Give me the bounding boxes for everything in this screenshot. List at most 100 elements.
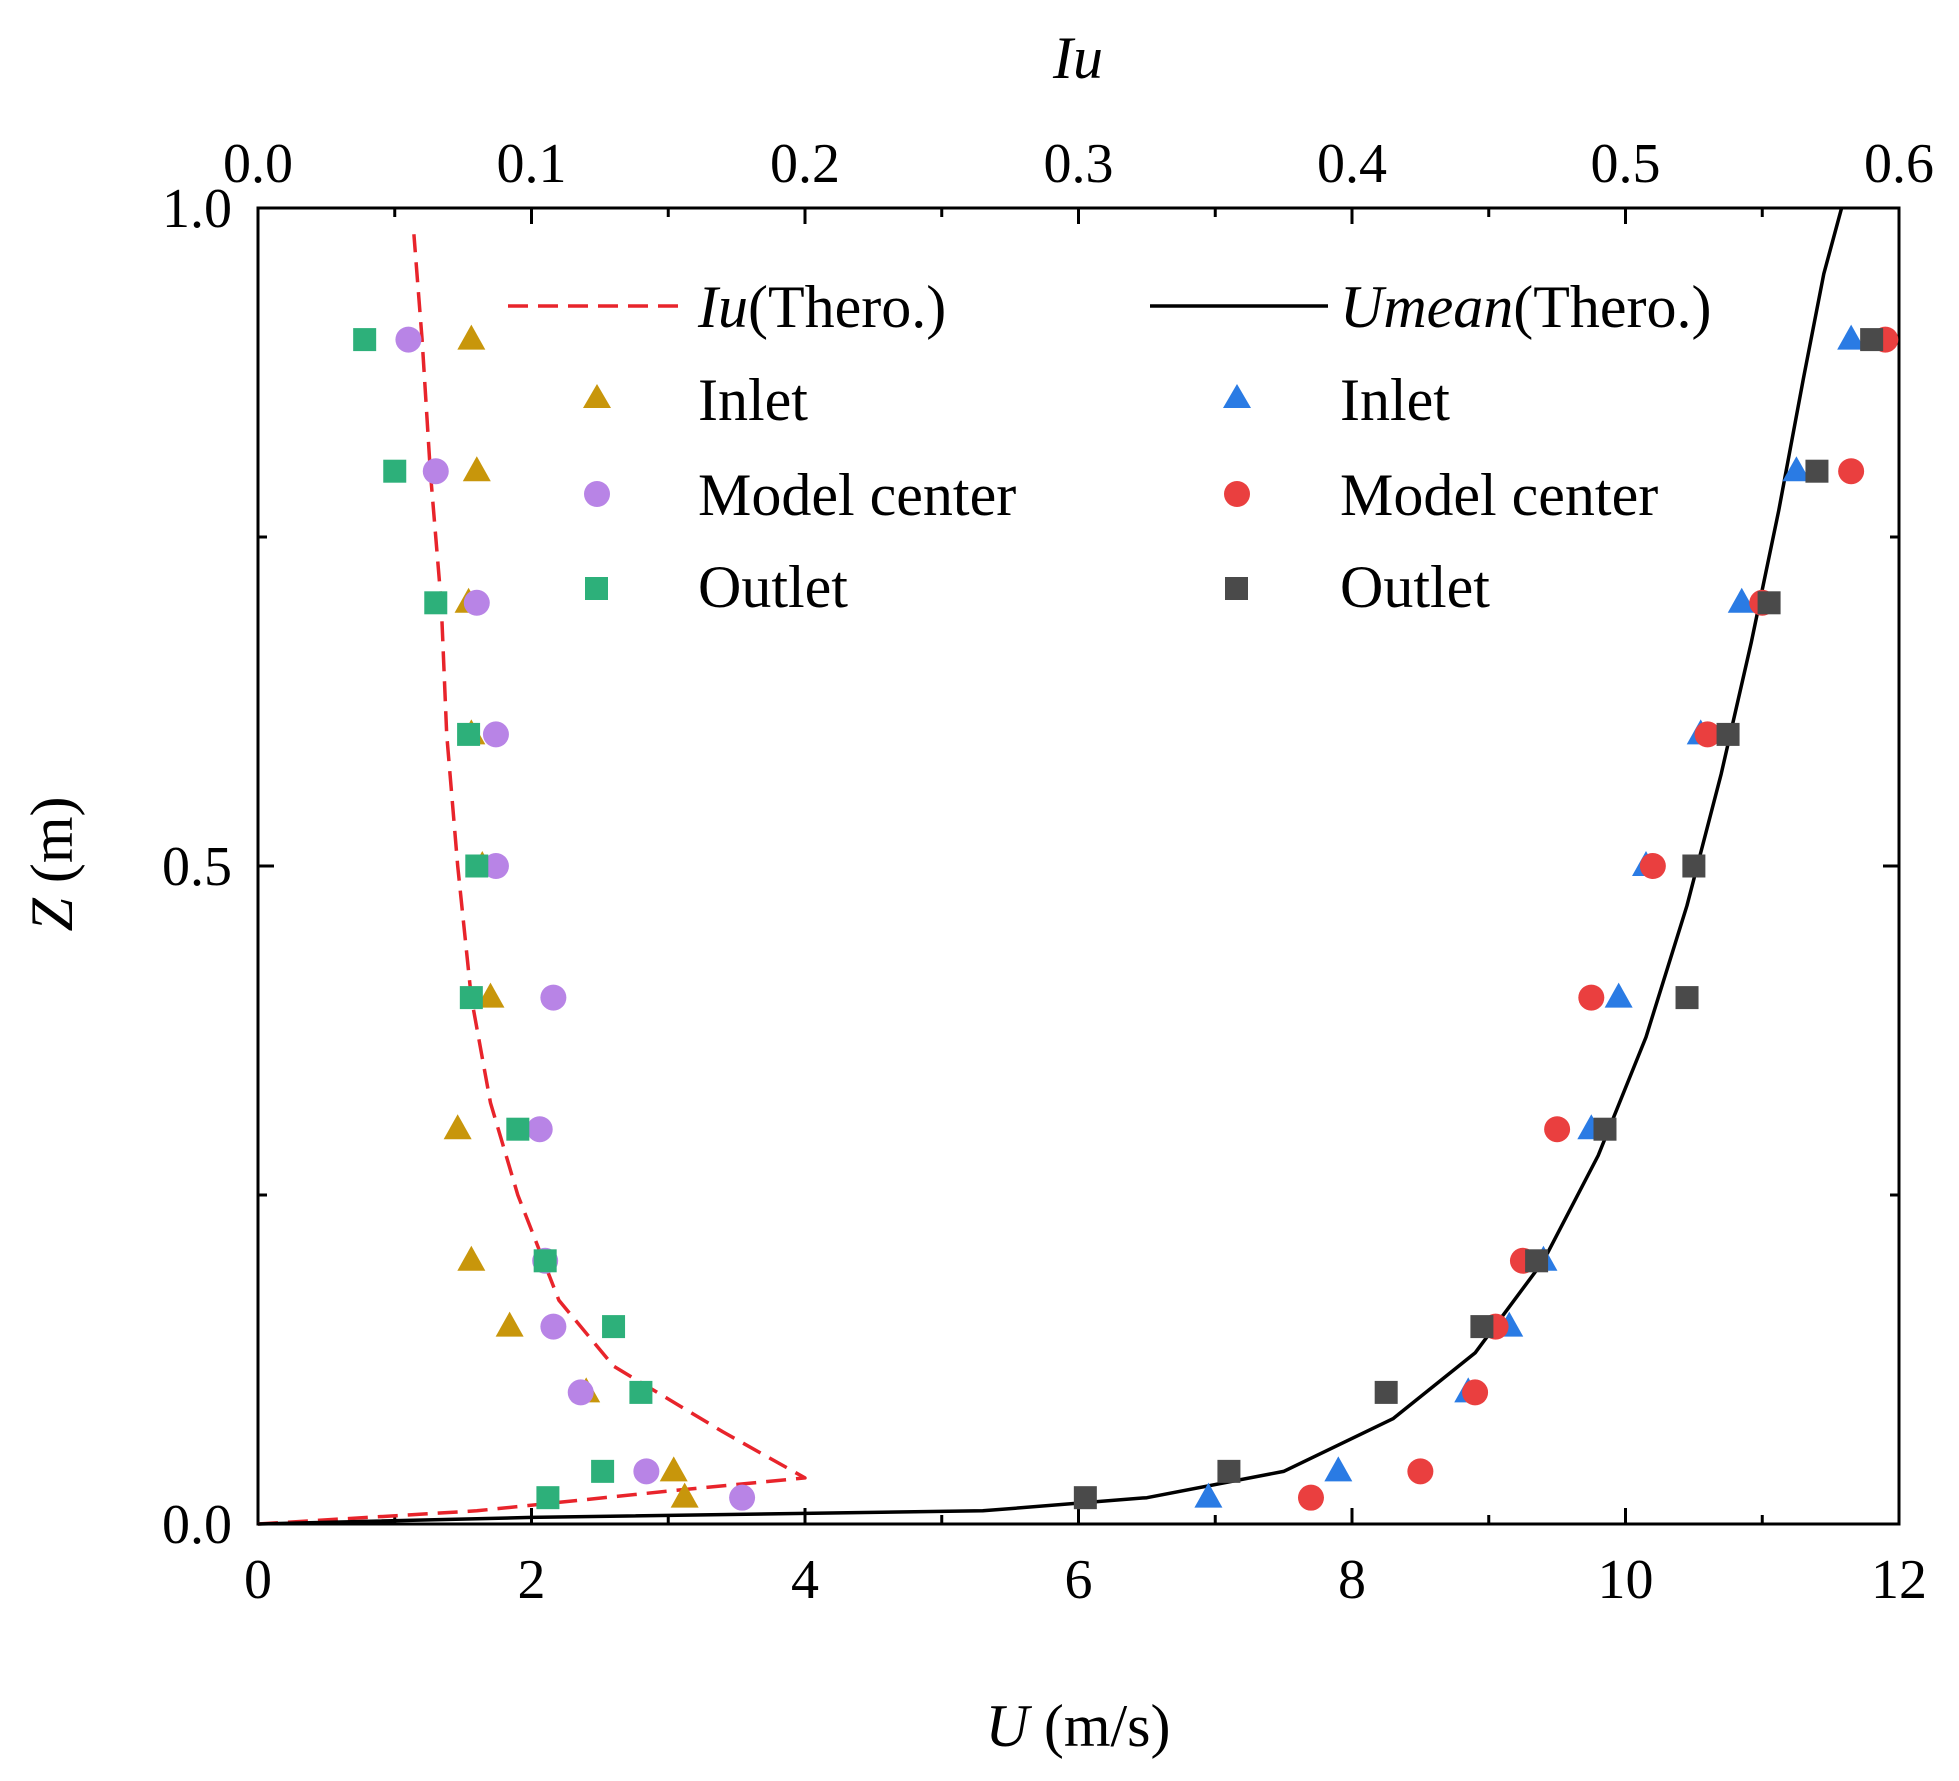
- data-point-inlet-iu: [476, 982, 505, 1008]
- data-point-outlet-u: [1073, 1486, 1097, 1510]
- data-point-model-center-iu: [540, 1313, 567, 1340]
- data-point-inlet-u: [1194, 1482, 1223, 1508]
- top-axis-title-var: Iu: [1052, 25, 1103, 91]
- data-point-outlet-u: [1217, 1459, 1241, 1483]
- legend-iu-theory-suffix: (Thero.): [748, 274, 946, 340]
- legend-inlet-u-label: Inlet: [1340, 367, 1450, 433]
- data-point-model-center-iu: [422, 458, 449, 485]
- top-axis-tick-label: 0.2: [770, 133, 840, 195]
- data-point-model-center-u: [1694, 721, 1721, 748]
- legend-model-center-iu-label: Model center: [698, 462, 1016, 528]
- data-point-model-center-u: [1297, 1484, 1324, 1511]
- data-point-model-center-u: [1407, 1458, 1434, 1485]
- legend-umean-theory-label: Umean(Thero.): [1340, 274, 1712, 340]
- y-axis-tick-label: 0.0: [162, 1494, 232, 1556]
- data-point-outlet-u: [1682, 854, 1706, 878]
- data-point-outlet-u: [1374, 1380, 1398, 1404]
- data-point-inlet-iu: [457, 1245, 486, 1271]
- bottom-axis-title: U (m/s): [986, 1693, 1171, 1759]
- data-point-inlet-iu: [495, 1311, 524, 1337]
- bottom-axis-tick-label: 4: [791, 1549, 819, 1611]
- legend-inlet-u-marker: [1223, 384, 1251, 408]
- top-axis-tick-label: 0.0: [223, 133, 293, 195]
- data-point-inlet-u: [1727, 587, 1756, 613]
- data-point-inlet-iu: [457, 324, 486, 350]
- data-point-model-center-u: [1462, 1379, 1489, 1406]
- top-axis-tick-label: 0.4: [1317, 133, 1387, 195]
- legend-outlet-iu-marker: [585, 577, 608, 600]
- top-axis-tick-label: 0.5: [1591, 133, 1661, 195]
- data-point-inlet-u: [1604, 982, 1633, 1008]
- data-point-outlet-u: [1716, 722, 1740, 746]
- data-point-outlet-u: [1525, 1249, 1549, 1273]
- data-point-model-center-iu: [567, 1379, 594, 1406]
- legend-model-center-iu-marker: [584, 481, 610, 507]
- data-point-model-center-u: [1838, 458, 1865, 485]
- legend-outlet-iu-label: Outlet: [698, 554, 848, 620]
- data-point-outlet-iu: [465, 854, 489, 878]
- legend-umean-theory-suffix: (Thero.): [1513, 274, 1711, 340]
- legend-iu-theory-var: Iu: [697, 274, 748, 340]
- data-point-inlet-iu: [670, 1482, 699, 1508]
- data-point-inlet-iu: [443, 1114, 472, 1140]
- data-point-model-center-iu: [482, 721, 509, 748]
- data-point-inlet-iu: [462, 456, 491, 482]
- top-axis-title: Iu: [1052, 25, 1103, 91]
- data-point-outlet-iu: [457, 722, 481, 746]
- data-point-inlet-u: [1324, 1456, 1353, 1482]
- data-point-outlet-iu: [591, 1459, 615, 1483]
- data-point-outlet-u: [1593, 1117, 1617, 1141]
- legend-iu-theory-label: Iu(Thero.): [697, 274, 946, 340]
- data-point-model-center-iu: [526, 1116, 553, 1143]
- bottom-axis-title-unit: (m/s): [1029, 1693, 1171, 1759]
- data-point-outlet-iu: [602, 1315, 626, 1339]
- series-line-iu-thero: [257, 234, 807, 1526]
- data-point-model-center-iu: [395, 326, 422, 353]
- data-point-inlet-iu: [659, 1456, 688, 1482]
- data-point-model-center-iu: [540, 984, 567, 1011]
- bottom-axis-title-var: U: [986, 1693, 1033, 1759]
- data-point-model-center-u: [1544, 1116, 1571, 1143]
- bottom-axis-tick-label: 12: [1871, 1549, 1927, 1611]
- legend-model-center-u-label: Model center: [1340, 462, 1658, 528]
- axes-layer: 0 2 4 6 8 10 12 0.0 0.1 0.2 0.3 0.4 0.5 0.6 0.0 0.5 1.0: [162, 133, 1934, 1611]
- data-point-outlet-iu: [629, 1380, 653, 1404]
- legend-model-center-u-marker: [1224, 481, 1250, 507]
- series-inlet-iu: [443, 324, 699, 1508]
- data-point-model-center-iu: [729, 1484, 756, 1511]
- data-point-model-center-iu: [482, 853, 509, 879]
- legend-inlet-iu-label: Inlet: [698, 367, 808, 433]
- series-model-center-u: [1297, 326, 1899, 1511]
- data-point-inlet-u: [1782, 456, 1811, 482]
- legend: Iu(Thero.) Inlet Model center Outlet Ume…: [508, 274, 1712, 620]
- data-point-outlet-iu: [536, 1486, 560, 1510]
- data-point-outlet-iu: [506, 1117, 530, 1141]
- legend-inlet-iu-marker: [583, 384, 611, 408]
- bottom-axis-tick-label: 8: [1338, 1549, 1366, 1611]
- legend-outlet-u-label: Outlet: [1340, 554, 1490, 620]
- data-point-outlet-iu: [424, 591, 448, 615]
- data-point-model-center-u: [1578, 984, 1605, 1011]
- y-axis-tick-label: 1.0: [162, 178, 232, 240]
- series-markers-layer: [353, 324, 1899, 1511]
- bottom-axis-tick-label: 10: [1598, 1549, 1654, 1611]
- data-point-inlet-u: [1837, 324, 1866, 350]
- bottom-axis-tick-label: 0: [244, 1549, 272, 1611]
- data-point-outlet-iu: [533, 1249, 557, 1273]
- series-outlet-iu: [353, 328, 653, 1510]
- top-axis-tick-label: 0.1: [497, 133, 567, 195]
- legend-outlet-u-marker: [1225, 577, 1248, 600]
- left-axis-title-var: Z: [19, 898, 85, 932]
- data-point-outlet-u: [1470, 1315, 1494, 1339]
- left-axis-title: Z (m): [19, 796, 85, 931]
- top-axis-tick-label: 0.3: [1044, 133, 1114, 195]
- series-outlet-u: [1073, 328, 1884, 1510]
- data-point-model-center-u: [1639, 853, 1666, 879]
- data-point-outlet-iu: [353, 328, 377, 352]
- data-point-outlet-u: [1860, 328, 1884, 352]
- top-axis-tick-label: 0.6: [1864, 133, 1934, 195]
- bottom-axis-tick-label: 2: [518, 1549, 546, 1611]
- data-point-model-center-iu: [633, 1458, 660, 1485]
- data-point-outlet-u: [1675, 986, 1699, 1010]
